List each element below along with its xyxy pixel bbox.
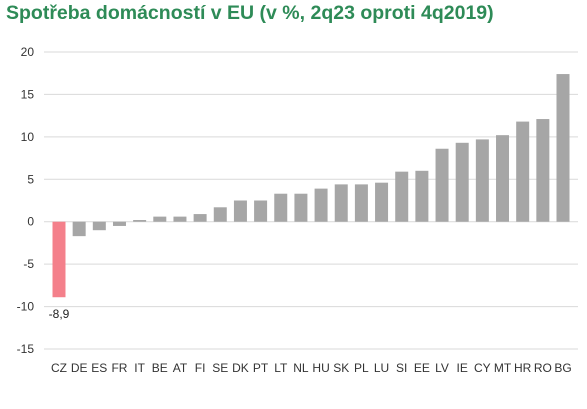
x-tick-label: AT — [173, 361, 188, 375]
y-tick-label: 10 — [21, 130, 35, 144]
bar-lt — [274, 193, 288, 222]
x-tick-label: CZ — [51, 361, 67, 375]
bar-pt — [254, 200, 268, 222]
x-tick-label: LT — [274, 361, 288, 375]
bar-ro — [536, 119, 550, 222]
x-tick-label: SI — [396, 361, 407, 375]
bar-ee — [415, 170, 429, 222]
x-axis-labels: CZ DE ES FR IT BE AT FI SE DK PT LT NL HU SK PL LU SI EE LV… — [51, 361, 572, 375]
x-tick-label: ES — [91, 361, 107, 375]
bar-mt — [496, 135, 510, 222]
x-tick-label: FR — [111, 361, 127, 375]
y-tick-label: 15 — [21, 87, 35, 101]
x-tick-label: HU — [312, 361, 329, 375]
y-tick-label: 20 — [21, 45, 35, 59]
bar-si — [395, 171, 409, 222]
bar-es — [92, 221, 106, 231]
x-tick-label: EE — [414, 361, 430, 375]
y-axis-labels: 20 15 10 5 0 -5 -10 -15 — [17, 45, 35, 356]
x-tick-label: PT — [253, 361, 269, 375]
grid-lines — [44, 51, 578, 350]
bar-nl — [294, 193, 308, 222]
x-tick-label: NL — [293, 361, 309, 375]
x-tick-label: DE — [71, 361, 88, 375]
bar-cy — [475, 139, 489, 222]
bar-se — [213, 207, 227, 222]
y-tick-label: 5 — [27, 172, 34, 186]
x-tick-label: MT — [494, 361, 512, 375]
y-tick-label: -10 — [17, 300, 35, 314]
x-tick-label: LV — [435, 361, 449, 375]
bar-hr — [516, 121, 530, 222]
x-tick-label: RO — [534, 361, 552, 375]
x-tick-label: SE — [212, 361, 228, 375]
bar-bg — [556, 74, 570, 222]
bar-ie — [455, 142, 469, 222]
y-tick-label: -15 — [17, 342, 35, 356]
x-tick-label: DK — [232, 361, 249, 375]
bar-sk — [334, 184, 348, 222]
bar-fr — [112, 221, 126, 226]
chart-title: Spotřeba domácností v EU (v %, 2q23 opro… — [6, 2, 494, 24]
bar-it — [133, 220, 147, 222]
x-tick-label: BE — [152, 361, 168, 375]
bar-dk — [233, 200, 247, 222]
bar-lv — [435, 148, 449, 222]
bar-lu — [375, 182, 389, 222]
x-tick-label: PL — [354, 361, 369, 375]
bars — [52, 74, 570, 298]
x-tick-label: SK — [333, 361, 349, 375]
bar-fi — [193, 214, 207, 222]
x-tick-label: FI — [195, 361, 206, 375]
bar-cz — [52, 221, 66, 298]
bar-de — [72, 221, 86, 237]
x-tick-label: BG — [554, 361, 571, 375]
x-tick-label: IT — [134, 361, 145, 375]
bar-at — [173, 216, 187, 222]
y-tick-label: 0 — [27, 215, 34, 229]
bar-pl — [354, 184, 368, 222]
bar-hu — [314, 188, 328, 222]
x-tick-label: CY — [474, 361, 491, 375]
data-labels: -8,9 — [49, 307, 70, 321]
x-tick-label: HR — [514, 361, 532, 375]
data-label-cz: -8,9 — [49, 307, 70, 321]
x-tick-label: LU — [374, 361, 389, 375]
y-tick-label: -5 — [23, 257, 34, 271]
bar-be — [153, 216, 167, 222]
x-tick-label: IE — [457, 361, 468, 375]
